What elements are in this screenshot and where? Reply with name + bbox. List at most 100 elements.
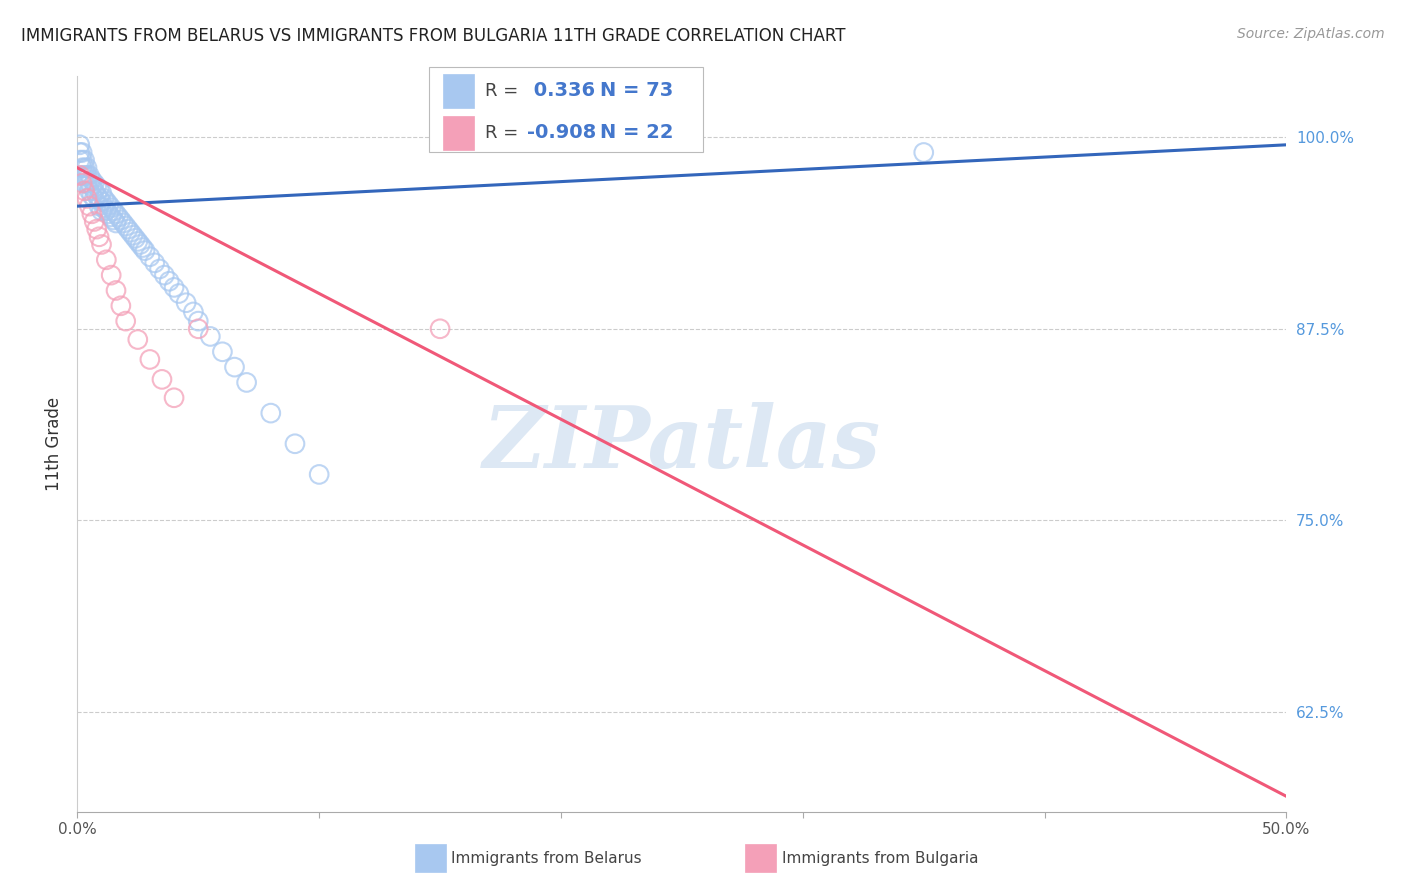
Point [73, 176, 96, 190]
Point [83, 214, 105, 228]
Point [83, 192, 105, 206]
Point [69, 137, 91, 152]
Point [79, 184, 101, 198]
Point [284, 437, 307, 451]
Point [308, 467, 330, 482]
Point [70, 153, 93, 168]
Point [211, 344, 233, 359]
Point [107, 210, 129, 224]
Point [134, 244, 156, 258]
Point [139, 250, 162, 264]
Point [69, 145, 91, 160]
Text: N = 22: N = 22 [600, 123, 673, 143]
Point [69, 153, 91, 168]
Point [76, 161, 98, 175]
Point [114, 219, 136, 233]
Point [235, 376, 257, 390]
Point [157, 274, 180, 288]
Point [112, 216, 135, 230]
Point [96, 203, 118, 218]
Point [90, 194, 112, 209]
Point [87, 182, 110, 196]
Point [139, 352, 162, 367]
Point [70, 169, 93, 183]
Point [83, 176, 105, 190]
Point [127, 235, 149, 249]
Point [129, 237, 152, 252]
Text: R =: R = [485, 124, 519, 142]
Point [73, 161, 96, 175]
Point [200, 329, 222, 343]
Point [122, 228, 145, 243]
Point [124, 231, 146, 245]
Point [117, 222, 139, 236]
Text: -0.908: -0.908 [527, 123, 596, 143]
Point [100, 210, 122, 224]
Point [93, 201, 115, 215]
Point [76, 176, 98, 190]
Point [79, 169, 101, 183]
Point [83, 184, 105, 198]
Point [224, 360, 246, 375]
Point [912, 145, 935, 160]
Point [70, 176, 93, 190]
Point [93, 192, 115, 206]
Point [73, 184, 96, 198]
Point [97, 207, 120, 221]
Text: Source: ZipAtlas.com: Source: ZipAtlas.com [1237, 27, 1385, 41]
Point [260, 406, 283, 420]
Point [97, 197, 120, 211]
Text: 0.336: 0.336 [527, 81, 595, 100]
Point [110, 299, 132, 313]
Point [150, 372, 173, 386]
Point [131, 241, 153, 255]
Point [80, 173, 103, 187]
Text: R =: R = [485, 82, 519, 100]
Point [120, 225, 142, 239]
Point [187, 314, 209, 328]
Point [80, 188, 103, 202]
Point [105, 207, 128, 221]
Point [70, 145, 93, 160]
Point [153, 268, 176, 282]
Point [90, 237, 112, 252]
Point [90, 186, 112, 200]
Point [183, 305, 205, 319]
Point [1081, 873, 1104, 888]
Point [148, 262, 170, 277]
Point [86, 188, 108, 202]
Point [90, 203, 112, 218]
Point [73, 169, 96, 183]
Point [110, 213, 132, 227]
Point [100, 268, 122, 282]
Text: ZIPatlas: ZIPatlas [482, 402, 882, 485]
Point [429, 322, 451, 336]
Point [96, 252, 118, 267]
Y-axis label: 11th Grade: 11th Grade [45, 397, 63, 491]
Point [167, 286, 190, 301]
Point [87, 229, 110, 244]
Point [103, 203, 125, 218]
Point [163, 280, 186, 294]
Point [143, 256, 166, 270]
Text: Immigrants from Bulgaria: Immigrants from Bulgaria [782, 851, 979, 865]
Text: IMMIGRANTS FROM BELARUS VS IMMIGRANTS FROM BULGARIA 11TH GRADE CORRELATION CHART: IMMIGRANTS FROM BELARUS VS IMMIGRANTS FR… [21, 27, 845, 45]
Text: Immigrants from Belarus: Immigrants from Belarus [451, 851, 643, 865]
Point [86, 222, 108, 236]
Point [87, 192, 110, 206]
Point [114, 314, 136, 328]
Point [105, 216, 128, 230]
Point [103, 213, 125, 227]
Point [96, 194, 118, 209]
Point [127, 333, 149, 347]
Point [76, 169, 98, 183]
Point [80, 179, 103, 194]
Point [174, 295, 197, 310]
Text: N = 73: N = 73 [600, 81, 673, 100]
Point [80, 207, 103, 221]
Point [76, 192, 98, 206]
Point [79, 199, 101, 213]
Point [187, 322, 209, 336]
Point [79, 176, 101, 190]
Point [100, 201, 122, 215]
